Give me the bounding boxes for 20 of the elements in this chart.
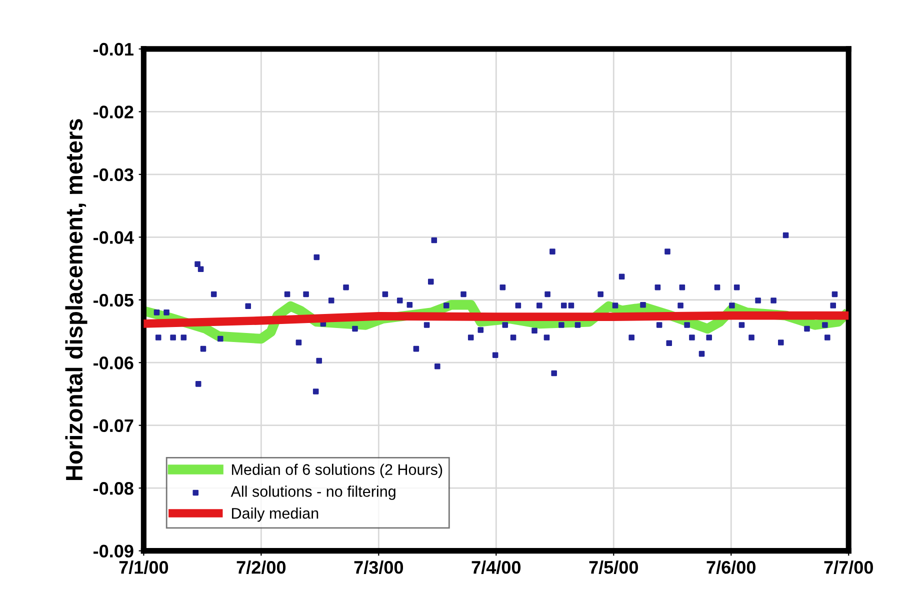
y-tick-label: -0.07 — [94, 419, 134, 432]
y-tick-label: -0.06 — [94, 356, 134, 370]
x-tick-label: 7/4/00 — [472, 560, 521, 574]
x-tick-label: 7/7/00 — [824, 560, 873, 574]
y-tick-label: -0.08 — [94, 482, 134, 495]
legend-label: Median of 6 solutions (2 Hours) — [232, 464, 442, 478]
x-tick-label: 7/5/00 — [589, 560, 638, 574]
x-tick-label: 7/1/00 — [119, 560, 168, 574]
y-tick-label: -0.04 — [94, 231, 134, 244]
y-tick-label: -0.01 — [94, 42, 134, 56]
y-axis-title: Horizontal displacement, meters — [65, 119, 88, 480]
y-tick-label: -0.03 — [94, 168, 134, 182]
legend-label: Daily median — [232, 508, 318, 522]
x-tick-label: 7/3/00 — [354, 560, 404, 574]
legend-label: All solutions - no filtering — [230, 486, 396, 500]
x-tick-label: 7/6/00 — [706, 560, 756, 574]
y-tick-label: -0.05 — [94, 294, 134, 307]
y-tick-label: -0.02 — [94, 106, 134, 118]
y-tick-label: -0.09 — [94, 544, 134, 558]
x-tick-label: 7/2/00 — [236, 560, 286, 574]
